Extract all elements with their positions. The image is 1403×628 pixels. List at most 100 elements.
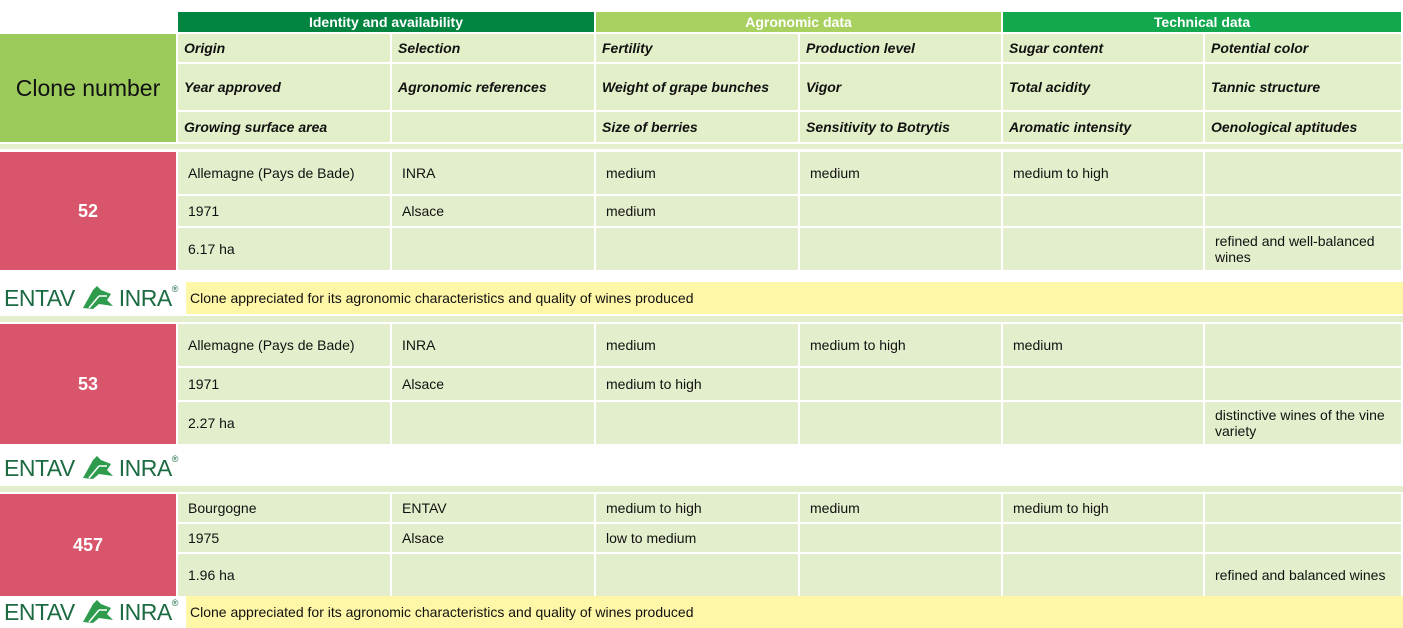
cell	[800, 524, 1001, 552]
column-header: Fertility	[596, 34, 798, 62]
column-header: Growing surface area	[178, 112, 390, 142]
cell: 1971	[178, 196, 390, 226]
row-label-header: Clone number	[0, 34, 176, 142]
column-header: Production level	[800, 34, 1001, 62]
logo-text: ENTAV	[4, 599, 75, 625]
column-header: Origin	[178, 34, 390, 62]
cell	[1003, 524, 1203, 552]
group-header: Identity and availability	[178, 12, 594, 32]
cell	[1205, 494, 1401, 522]
cell	[1205, 368, 1401, 400]
cell	[1205, 324, 1401, 366]
cell: medium to high	[596, 368, 798, 400]
cell	[1205, 196, 1401, 226]
cell: Allemagne (Pays de Bade)	[178, 152, 390, 194]
cell: refined and well-balanced wines	[1205, 228, 1401, 270]
cell: Alsace	[392, 196, 594, 226]
cell	[800, 402, 1001, 444]
cell	[1205, 524, 1401, 552]
cell	[596, 228, 798, 270]
separator	[0, 144, 1403, 149]
leaf-icon	[82, 600, 113, 623]
cell: INRA	[392, 152, 594, 194]
logo: ENTAV INRA ®	[4, 596, 178, 626]
logo-mark: ®	[171, 598, 179, 608]
column-header: Agronomic references	[392, 64, 594, 110]
cell: ENTAV	[392, 494, 594, 522]
cell: medium to high	[1003, 494, 1203, 522]
column-header: Sugar content	[1003, 34, 1203, 62]
cell	[596, 554, 798, 596]
cell	[800, 554, 1001, 596]
cell	[392, 402, 594, 444]
logo-text: INRA	[118, 285, 172, 311]
column-header: Sensitivity to Botrytis	[800, 112, 1001, 142]
cell	[1003, 196, 1203, 226]
column-header: Size of berries	[596, 112, 798, 142]
cell: INRA	[392, 324, 594, 366]
separator	[0, 486, 1403, 492]
cell: medium	[596, 152, 798, 194]
cell: Allemagne (Pays de Bade)	[178, 324, 390, 366]
clone-number: 52	[0, 152, 176, 270]
logo-mark: ®	[171, 454, 179, 464]
group-header: Agronomic data	[596, 12, 1001, 32]
cell	[596, 402, 798, 444]
cell	[800, 368, 1001, 400]
column-header: Tannic structure	[1205, 64, 1401, 110]
column-header: Total acidity	[1003, 64, 1203, 110]
clone-number: 53	[0, 324, 176, 444]
cell: 1975	[178, 524, 390, 552]
cell: low to medium	[596, 524, 798, 552]
column-header: Aromatic intensity	[1003, 112, 1203, 142]
group-header: Technical data	[1003, 12, 1401, 32]
cell	[800, 228, 1001, 270]
cell: distinctive wines of the vine variety	[1205, 402, 1401, 444]
logo-mark: ®	[171, 284, 179, 294]
cell	[1003, 228, 1203, 270]
logo-text: ENTAV	[4, 285, 75, 311]
logo: ENTAV INRA ®	[4, 282, 178, 312]
column-header: Potential color	[1205, 34, 1401, 62]
cell: medium	[800, 494, 1001, 522]
column-header: Vigor	[800, 64, 1001, 110]
cell	[800, 196, 1001, 226]
cell: Alsace	[392, 368, 594, 400]
cell: Bourgogne	[178, 494, 390, 522]
clone-number: 457	[0, 494, 176, 596]
column-header	[392, 112, 594, 142]
logo-text: ENTAV	[4, 455, 75, 481]
logo: ENTAV INRA ®	[4, 452, 178, 482]
leaf-icon	[82, 456, 113, 479]
cell: medium	[1003, 324, 1203, 366]
cell: medium	[596, 324, 798, 366]
logo-text: INRA	[118, 599, 172, 625]
leaf-icon	[82, 286, 113, 309]
cell: Alsace	[392, 524, 594, 552]
cell: 1971	[178, 368, 390, 400]
cell: 6.17 ha	[178, 228, 390, 270]
cell: medium to high	[596, 494, 798, 522]
separator	[0, 316, 1403, 322]
logo-text: INRA	[118, 455, 172, 481]
cell: 2.27 ha	[178, 402, 390, 444]
column-header: Oenological aptitudes	[1205, 112, 1401, 142]
cell	[392, 554, 594, 596]
cell: medium	[596, 196, 798, 226]
note: Clone appreciated for its agronomic char…	[186, 596, 1403, 628]
cell	[392, 228, 594, 270]
cell: 1.96 ha	[178, 554, 390, 596]
cell: medium to high	[800, 324, 1001, 366]
column-header: Selection	[392, 34, 594, 62]
cell	[1205, 152, 1401, 194]
cell	[1003, 402, 1203, 444]
cell	[1003, 368, 1203, 400]
cell	[1003, 554, 1203, 596]
cell: medium	[800, 152, 1001, 194]
cell: medium to high	[1003, 152, 1203, 194]
column-header: Weight of grape bunches	[596, 64, 798, 110]
column-header: Year approved	[178, 64, 390, 110]
cell: refined and balanced wines	[1205, 554, 1401, 596]
note: Clone appreciated for its agronomic char…	[186, 282, 1403, 314]
